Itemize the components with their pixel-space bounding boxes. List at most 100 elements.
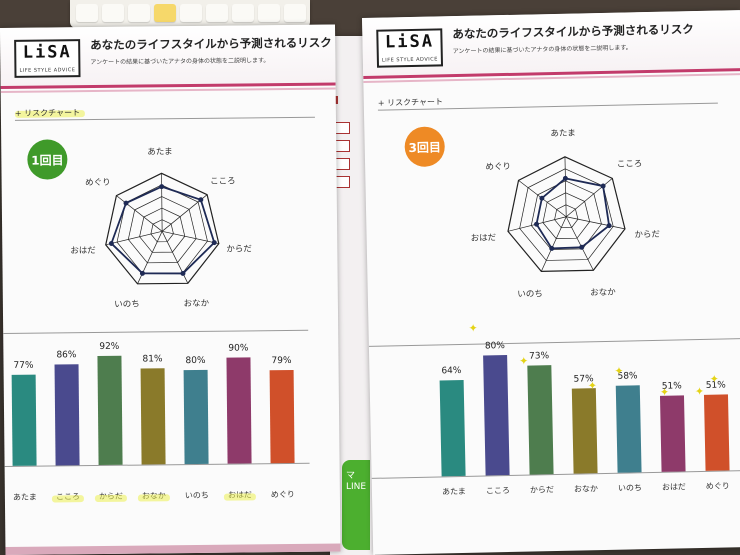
radar-point — [600, 183, 606, 189]
radar-point — [549, 245, 555, 251]
sparkle-icon: ✦ — [468, 321, 478, 335]
chart-gridline — [368, 338, 740, 347]
keyboard-key — [258, 4, 280, 22]
report-sheet-first: LiSA LIFE STYLE ADVICE あなたのライフスタイルから予測され… — [0, 24, 341, 555]
bar-value-label: 81% — [142, 354, 163, 365]
radar-point — [534, 221, 540, 227]
radar-label: あたま — [550, 128, 576, 140]
lisa-logo: LiSA LIFE STYLE ADVICE — [14, 39, 81, 78]
radar-label: あたま — [147, 147, 173, 158]
radar-grid-ring — [554, 204, 579, 229]
bar — [439, 379, 466, 477]
marker-highlight — [94, 494, 127, 503]
bar-category-label: おなか — [573, 484, 599, 494]
keyboard-key — [232, 4, 254, 22]
bar — [615, 385, 642, 473]
radar-axis — [564, 156, 567, 217]
bar — [11, 374, 37, 466]
bar-category-label: おはだ — [661, 482, 686, 492]
bar-category-label: あたま — [12, 492, 37, 502]
radar-grid-ring — [105, 172, 220, 285]
radar-label: こころ — [616, 158, 643, 170]
logo-tagline: LIFE STYLE ADVICE — [381, 56, 438, 64]
bar — [140, 368, 166, 465]
radar-point — [139, 270, 145, 276]
keyboard-key — [154, 4, 176, 22]
page-subtitle: アンケートの結果に基づいたアナタの身体の状態を二説明します。 — [90, 57, 270, 67]
radar-label: いのち — [114, 299, 140, 310]
radar-axis — [162, 230, 219, 244]
keyboard — [70, 0, 310, 28]
radar-label: おなか — [183, 298, 210, 310]
radar-grid-ring — [150, 219, 174, 243]
radar-point — [123, 200, 129, 206]
keyboard-key — [284, 4, 306, 22]
radar-axis — [116, 195, 163, 232]
checkbox — [334, 122, 350, 134]
bar-value-label: 80% — [484, 341, 506, 352]
lisa-logo: LiSA LIFE STYLE ADVICE — [376, 28, 444, 68]
radar-axis — [566, 216, 626, 230]
radar-chart — [507, 156, 626, 272]
keyboard-key — [102, 4, 124, 22]
radar-label: おはだ — [470, 232, 497, 244]
bar — [226, 357, 252, 464]
radar-label: おなか — [590, 287, 616, 298]
bar-category-label: めぐり — [270, 489, 295, 500]
bar-value-label: 90% — [228, 343, 249, 354]
sparkle-icon: ✦ — [587, 379, 598, 393]
keyboard-key — [180, 4, 202, 22]
radar-axis — [137, 231, 163, 284]
bar-category-label: いのち — [617, 483, 642, 493]
report-sheet-third: LiSA LIFE STYLE ADVICE あなたのライフスタイルから予測され… — [362, 10, 740, 555]
sparkle-icon: ✦ — [709, 372, 719, 386]
bar — [527, 364, 554, 475]
radar-grid-ring — [542, 192, 591, 239]
radar-point — [159, 184, 165, 190]
logo-text: LiSA — [22, 42, 72, 63]
radar-chart — [105, 172, 220, 285]
keyboard-key — [76, 4, 98, 22]
bar — [54, 363, 80, 466]
badge-text: 3回目 — [408, 139, 442, 155]
marker-highlight — [51, 495, 84, 503]
badge-text: 1回目 — [31, 152, 64, 168]
radar-axis — [565, 216, 594, 271]
radar-label: いのち — [517, 288, 543, 300]
sparkle-icon: ✦ — [519, 354, 529, 368]
radar-label: からだ — [226, 244, 252, 255]
sparkle-icon: ✦ — [659, 385, 670, 399]
bar — [659, 394, 686, 472]
radar-label: からだ — [634, 229, 661, 241]
radar-label: めぐり — [85, 177, 111, 189]
bar — [269, 369, 295, 464]
bar — [483, 355, 510, 476]
page-title: あなたのライフスタイルから予測されるリスク — [90, 35, 332, 53]
logo-tagline: LIFE STYLE ADVICE — [19, 67, 76, 74]
bar-value-label: 79% — [271, 355, 292, 366]
marker-highlight — [137, 494, 170, 502]
radar-label: めぐり — [485, 161, 512, 173]
radar-series — [535, 177, 611, 250]
radar-point — [211, 240, 217, 246]
sparkle-icon: ✦ — [694, 384, 705, 399]
radar-axis — [161, 173, 163, 232]
line-banner-label: LINE — [346, 482, 367, 492]
keyboard-key — [206, 4, 228, 22]
footer-band — [5, 543, 341, 555]
radar-point — [562, 175, 568, 181]
line-banner: マ LINE — [342, 460, 370, 550]
radar-point — [180, 270, 186, 276]
chart-gridline — [3, 329, 309, 334]
radar-label: こころ — [210, 176, 236, 187]
bar-value-label: 77% — [13, 360, 34, 372]
page-title: あなたのライフスタイルから予測されるリスク — [452, 22, 694, 42]
bar-category-label: あたま — [441, 486, 466, 497]
sparkle-icon: ✦ — [614, 364, 624, 378]
radar-point — [579, 244, 585, 250]
radar-series — [110, 185, 216, 275]
section-heading: + リスクチャート — [377, 97, 444, 108]
radar-point — [606, 223, 612, 229]
bar-category-label: こころ — [485, 486, 511, 496]
radar-point — [198, 197, 204, 203]
